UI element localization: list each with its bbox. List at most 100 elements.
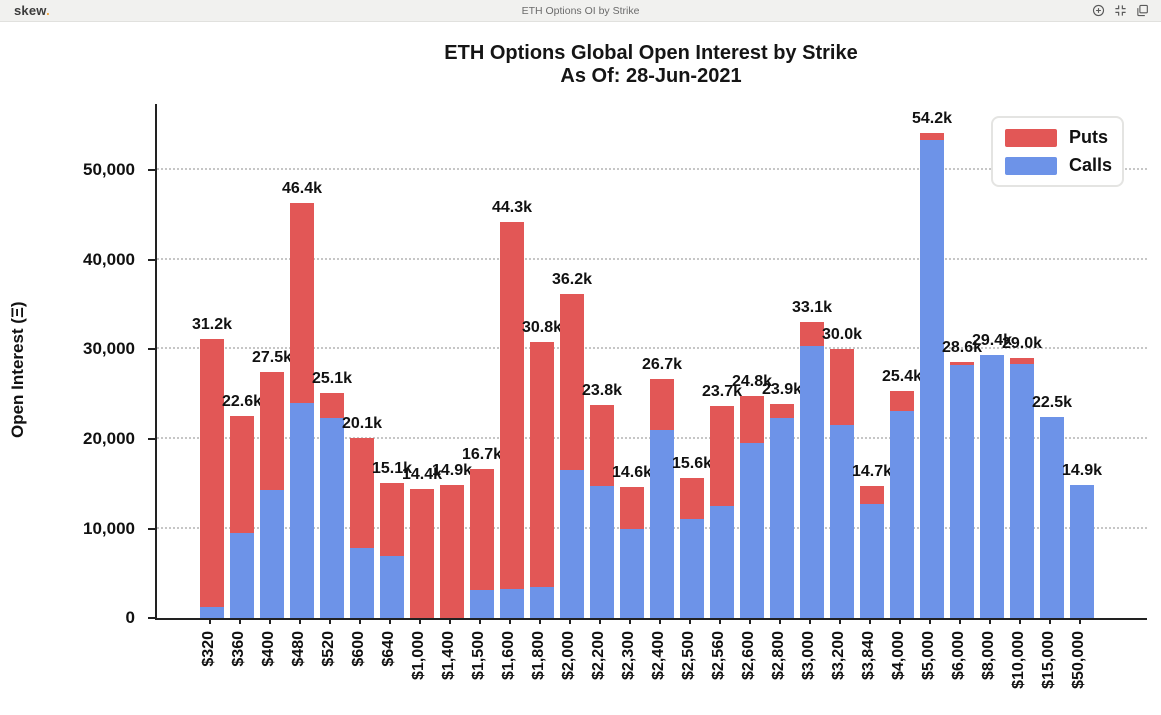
bar-$2,300[interactable] — [620, 487, 644, 618]
bar-$4,000[interactable] — [890, 390, 914, 618]
bar-$1,400[interactable] — [440, 484, 464, 618]
puts-segment[interactable] — [1010, 358, 1034, 364]
calls-segment[interactable] — [890, 411, 914, 618]
calls-segment[interactable] — [740, 443, 764, 618]
calls-segment[interactable] — [800, 345, 824, 618]
calls-segment[interactable] — [710, 506, 734, 618]
puts-segment[interactable] — [320, 393, 344, 419]
puts-segment[interactable] — [560, 294, 584, 471]
bar-$3,200[interactable] — [830, 349, 854, 618]
puts-segment[interactable] — [380, 482, 404, 557]
calls-segment[interactable] — [590, 486, 614, 618]
calls-segment[interactable] — [650, 430, 674, 618]
bar-$3,840[interactable] — [860, 486, 884, 618]
bar-$2,000[interactable] — [560, 294, 584, 618]
puts-segment[interactable] — [470, 468, 494, 591]
bar-$8,000[interactable] — [980, 354, 1004, 618]
puts-segment[interactable] — [200, 338, 224, 608]
bar-value-label: 29.0k — [1001, 335, 1043, 353]
puts-segment[interactable] — [230, 415, 254, 533]
puts-segment[interactable] — [830, 349, 854, 425]
puts-segment[interactable] — [860, 486, 884, 505]
bar-$2,200[interactable] — [590, 404, 614, 618]
calls-segment[interactable] — [770, 417, 794, 618]
puts-segment[interactable] — [410, 489, 434, 618]
bar-value-label: 36.2k — [551, 271, 593, 288]
bar-value-label: 14.9k — [431, 461, 473, 479]
bar-$480[interactable] — [290, 202, 314, 618]
calls-segment[interactable] — [860, 504, 884, 618]
bar-$6,000[interactable] — [950, 362, 974, 618]
calls-segment[interactable] — [200, 607, 224, 618]
bar-$320[interactable] — [200, 338, 224, 618]
copy-icon[interactable] — [1136, 4, 1149, 17]
calls-segment[interactable] — [1070, 484, 1094, 618]
bar-$2,600[interactable] — [740, 396, 764, 618]
puts-segment[interactable] — [920, 132, 944, 141]
bar-$400[interactable] — [260, 371, 284, 618]
bar-$640[interactable] — [380, 482, 404, 618]
puts-segment[interactable] — [530, 342, 554, 587]
bar-$1,000[interactable] — [410, 489, 434, 618]
bar-$50,000[interactable] — [1070, 484, 1094, 618]
calls-segment[interactable] — [980, 354, 1004, 618]
calls-segment[interactable] — [560, 470, 584, 618]
x-tick-label: $3,000 — [800, 631, 817, 680]
calls-segment[interactable] — [680, 518, 704, 618]
calls-segment[interactable] — [1040, 416, 1064, 618]
calls-segment[interactable] — [620, 528, 644, 618]
bar-$1,600[interactable] — [500, 221, 524, 618]
puts-segment[interactable] — [680, 478, 704, 519]
legend-item-calls[interactable]: Calls — [1005, 155, 1112, 176]
puts-segment[interactable] — [500, 221, 524, 590]
bar-$10,000[interactable] — [1010, 358, 1034, 618]
bar-$2,500[interactable] — [680, 478, 704, 618]
puts-segment[interactable] — [620, 487, 644, 529]
calls-segment[interactable] — [260, 490, 284, 618]
calls-segment[interactable] — [290, 403, 314, 618]
puts-segment[interactable] — [590, 404, 614, 487]
fit-screen-icon[interactable] — [1114, 4, 1127, 17]
bar-value-label: 31.2k — [191, 315, 233, 333]
chart-title: ETH Options Global Open Interest by Stri… — [155, 42, 1147, 88]
bar-$15,000[interactable] — [1040, 416, 1064, 618]
zoom-in-icon[interactable] — [1092, 4, 1105, 17]
puts-segment[interactable] — [800, 321, 824, 346]
bar-$2,400[interactable] — [650, 379, 674, 618]
bar-$600[interactable] — [350, 438, 374, 618]
x-tick-mark — [239, 618, 241, 624]
puts-segment[interactable] — [650, 379, 674, 431]
calls-segment[interactable] — [350, 548, 374, 618]
calls-segment[interactable] — [920, 140, 944, 618]
puts-segment[interactable] — [350, 438, 374, 549]
bar-$5,000[interactable] — [920, 132, 944, 618]
puts-segment[interactable] — [290, 202, 314, 404]
bar-$2,560[interactable] — [710, 405, 734, 618]
calls-segment[interactable] — [230, 532, 254, 618]
calls-segment[interactable] — [470, 590, 494, 618]
calls-segment[interactable] — [530, 586, 554, 618]
x-tick-label: $2,200 — [590, 631, 607, 680]
puts-segment[interactable] — [890, 390, 914, 412]
bar-$2,800[interactable] — [770, 404, 794, 618]
calls-segment[interactable] — [320, 418, 344, 618]
calls-segment[interactable] — [830, 424, 854, 618]
puts-segment[interactable] — [950, 362, 974, 365]
puts-segment[interactable] — [440, 484, 464, 618]
x-tick-label: $2,000 — [560, 631, 577, 680]
calls-segment[interactable] — [1010, 363, 1034, 618]
calls-segment[interactable] — [950, 364, 974, 618]
bar-$520[interactable] — [320, 393, 344, 618]
bar-$1,800[interactable] — [530, 342, 554, 618]
puts-segment[interactable] — [770, 404, 794, 418]
puts-segment[interactable] — [710, 405, 734, 507]
bar-$3,000[interactable] — [800, 321, 824, 618]
calls-segment[interactable] — [380, 556, 404, 618]
bar-$360[interactable] — [230, 415, 254, 618]
skew-logo[interactable]: skew. — [14, 3, 50, 18]
calls-segment[interactable] — [500, 589, 524, 618]
puts-segment[interactable] — [260, 371, 284, 491]
puts-segment[interactable] — [740, 396, 764, 444]
legend-item-puts[interactable]: Puts — [1005, 127, 1110, 148]
bar-$1,500[interactable] — [470, 468, 494, 618]
